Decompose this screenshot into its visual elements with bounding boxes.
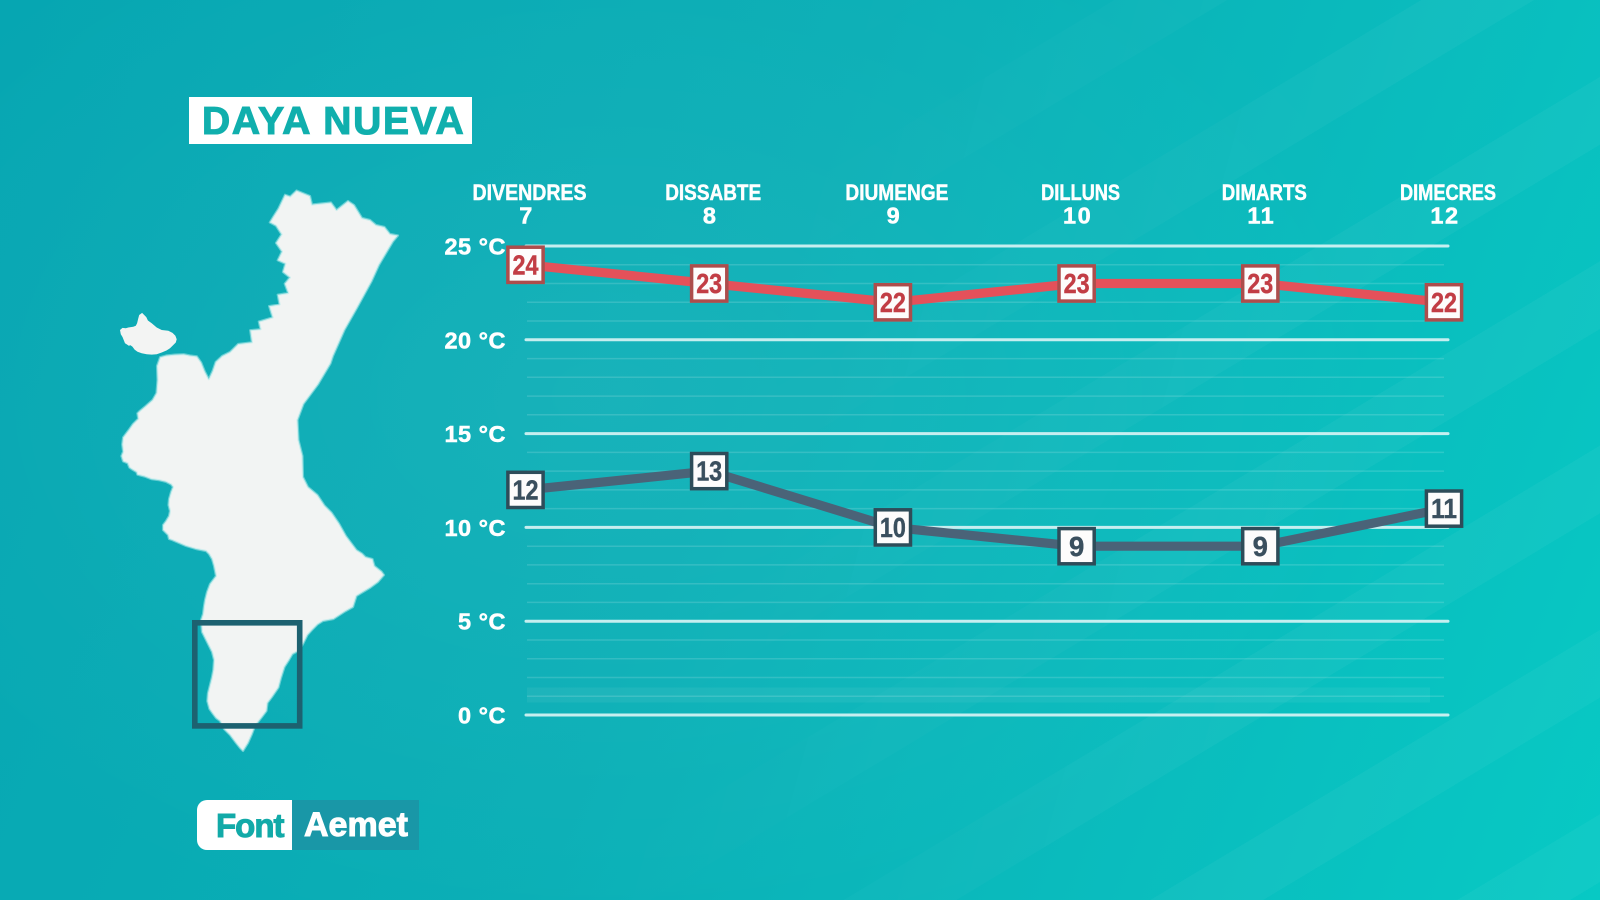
svg-text:10 °C: 10 °C [444, 515, 506, 541]
svg-text:9: 9 [1069, 531, 1084, 562]
svg-text:20 °C: 20 °C [444, 327, 506, 353]
svg-text:DIUMENGE: DIUMENGE [845, 180, 948, 205]
svg-text:7: 7 [519, 203, 534, 229]
svg-text:23: 23 [1247, 268, 1273, 299]
svg-text:DIVENDRES: DIVENDRES [473, 180, 587, 205]
svg-text:0 °C: 0 °C [458, 703, 506, 729]
svg-text:5 °C: 5 °C [458, 609, 506, 635]
svg-text:12: 12 [513, 475, 539, 506]
svg-text:22: 22 [1431, 287, 1457, 318]
svg-text:22: 22 [880, 287, 906, 318]
svg-text:DILLUNS: DILLUNS [1041, 180, 1120, 205]
svg-text:11: 11 [1431, 493, 1457, 524]
svg-text:10: 10 [880, 512, 906, 543]
svg-text:DIMARTS: DIMARTS [1222, 180, 1307, 205]
svg-text:24: 24 [513, 249, 540, 280]
svg-text:10: 10 [1063, 203, 1092, 229]
svg-text:DIMECRES: DIMECRES [1400, 180, 1496, 205]
svg-text:23: 23 [696, 268, 722, 299]
svg-text:23: 23 [1064, 268, 1090, 299]
svg-text:13: 13 [696, 456, 722, 487]
svg-text:25 °C: 25 °C [444, 234, 506, 260]
svg-text:9: 9 [887, 203, 902, 229]
svg-text:11: 11 [1247, 203, 1275, 229]
svg-text:DISSABTE: DISSABTE [665, 180, 761, 205]
svg-text:15 °C: 15 °C [444, 421, 506, 447]
svg-text:12: 12 [1430, 203, 1459, 229]
svg-text:8: 8 [703, 203, 718, 229]
svg-text:9: 9 [1253, 531, 1268, 562]
